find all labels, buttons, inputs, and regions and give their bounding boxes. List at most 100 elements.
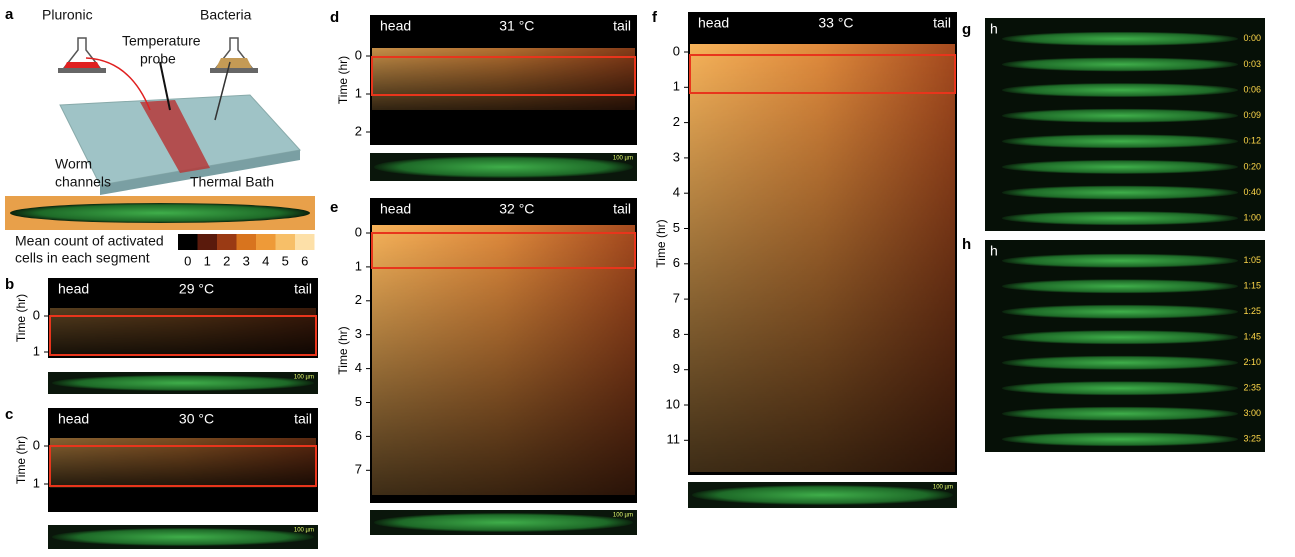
highlight-box xyxy=(689,54,956,94)
y-tick-label: 2 xyxy=(673,114,680,129)
timestamp: 0:40 xyxy=(1243,187,1261,197)
panel-label: a xyxy=(5,6,14,23)
temperature: 31 °C xyxy=(499,18,534,34)
y-tick-label: 0 xyxy=(673,43,680,58)
colorbar-tick: 4 xyxy=(262,253,269,268)
colorbar-tick: 3 xyxy=(243,253,250,268)
worm-frame xyxy=(1002,134,1238,149)
y-tick-label: 1 xyxy=(355,85,362,100)
timestamp: 3:25 xyxy=(1243,434,1261,444)
heatmap-activity xyxy=(372,48,635,110)
tail-label: tail xyxy=(294,411,312,427)
y-tick-label: 2 xyxy=(355,292,362,307)
colorbar-tick: 2 xyxy=(223,253,230,268)
y-axis-label: Time (hr) xyxy=(14,436,28,484)
y-tick-label: 0 xyxy=(33,437,40,452)
temperature: 29 °C xyxy=(179,281,214,297)
worm-frame xyxy=(1002,432,1238,447)
worm-image xyxy=(374,156,633,178)
colorbar-swatch xyxy=(275,234,295,250)
y-tick-label: 11 xyxy=(667,432,681,447)
thermal-band xyxy=(140,100,210,173)
y-axis-label: Time (hr) xyxy=(336,56,350,104)
worm-frame xyxy=(1002,211,1238,226)
head-label: head xyxy=(380,18,411,34)
y-tick-label: 1 xyxy=(673,79,680,94)
y-tick-label: 7 xyxy=(355,462,362,477)
timestamp: 1:15 xyxy=(1243,281,1261,291)
heatmap-panel: f head 33 °C tail Time (hr) 0 1 2 3 4 5 6 7 8 9 10 11 100… xyxy=(652,9,957,508)
worm-image xyxy=(52,528,314,546)
head-label: head xyxy=(698,15,729,31)
tail-label: tail xyxy=(613,201,631,217)
label: channels xyxy=(55,174,111,190)
highlight-box xyxy=(49,315,317,356)
label: Bacteria xyxy=(200,7,252,23)
inset-label: h xyxy=(990,243,998,259)
y-tick-label: 1 xyxy=(33,475,40,490)
worm-frame xyxy=(1002,304,1238,319)
heatmap-activity xyxy=(690,44,955,472)
y-tick-label: 5 xyxy=(355,394,362,409)
y-tick-label: 0 xyxy=(33,307,40,322)
label: Pluronic xyxy=(42,7,93,23)
y-tick-label: 6 xyxy=(355,428,362,443)
timestamp: 2:10 xyxy=(1243,357,1261,367)
y-tick-label: 9 xyxy=(673,361,680,376)
worm-frame xyxy=(1002,406,1238,421)
timestamp: 0:12 xyxy=(1243,136,1261,146)
y-tick-label: 10 xyxy=(666,396,680,411)
highlight-box xyxy=(371,232,636,269)
temperature: 32 °C xyxy=(499,201,534,217)
y-tick-label: 5 xyxy=(673,220,680,235)
worm-image xyxy=(10,203,310,223)
colorbar-swatch xyxy=(256,234,276,250)
setup-diagram: a Pluronic Bacteria Temperature probe Wo… xyxy=(5,6,315,266)
timestamp: 1:05 xyxy=(1243,255,1261,265)
worm-frame xyxy=(1002,381,1238,396)
worm-frame xyxy=(1002,330,1238,345)
timestamp: 0:03 xyxy=(1243,59,1261,69)
panel-label: d xyxy=(330,9,339,26)
y-tick-label: 0 xyxy=(355,224,362,239)
y-tick-label: 3 xyxy=(355,326,362,341)
heatmap-activity xyxy=(372,225,635,495)
scale-bar-label: 100 µm xyxy=(613,513,633,519)
y-tick-label: 1 xyxy=(33,343,40,358)
scale-bar-label: 100 µm xyxy=(613,156,633,162)
tail-label: tail xyxy=(613,18,631,34)
timestamp: 2:35 xyxy=(1243,383,1261,393)
scale-bar-label: 100 µm xyxy=(294,528,314,534)
panel-label: f xyxy=(652,9,658,26)
y-tick-label: 6 xyxy=(673,255,680,270)
stage xyxy=(58,68,106,73)
label: Thermal Bath xyxy=(190,174,274,190)
colorbar-swatch xyxy=(295,234,315,250)
colorbar-swatch xyxy=(178,234,198,250)
highlight-box xyxy=(371,56,636,96)
timestamp: 0:06 xyxy=(1243,84,1261,94)
temperature: 30 °C xyxy=(179,411,214,427)
y-tick-label: 4 xyxy=(673,185,680,200)
panel-label: h xyxy=(962,236,971,253)
worm-frame xyxy=(1002,185,1238,200)
colorbar-swatch xyxy=(236,234,256,250)
inset-label: h xyxy=(990,21,998,37)
y-axis-label: Time (hr) xyxy=(336,326,350,374)
flask-liquid xyxy=(64,62,100,68)
y-axis-label: Time (hr) xyxy=(14,294,28,342)
scale-bar-label: 100 µm xyxy=(933,485,953,491)
colorbar-tick: 6 xyxy=(301,253,308,268)
stage xyxy=(210,68,258,73)
scale-bar-label: 100 µm xyxy=(294,375,314,381)
label: Worm xyxy=(55,156,92,172)
tube xyxy=(214,61,231,121)
worm-frame xyxy=(1002,279,1238,294)
y-tick-label: 2 xyxy=(355,123,362,138)
label: Temperature xyxy=(122,33,201,49)
heatmap-panel: d head 31 °C tail Time (hr) 0 1 2 100 µm xyxy=(330,9,637,181)
y-tick-label: 4 xyxy=(355,360,362,375)
panel-label: c xyxy=(5,406,13,423)
